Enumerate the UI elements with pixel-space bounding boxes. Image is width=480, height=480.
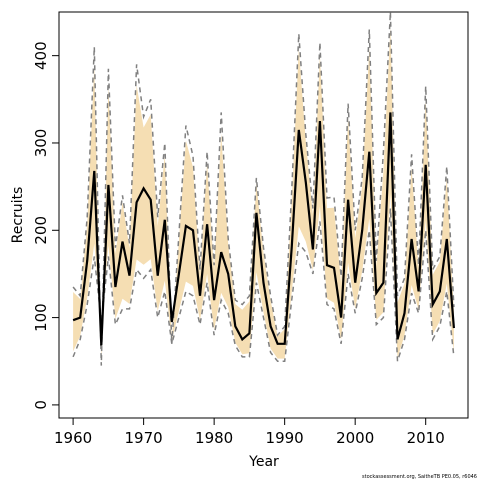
x-tick-label-2010: 2010 — [407, 429, 445, 447]
y-tick-label-0: 0 — [32, 400, 50, 410]
x-tick-label-1960: 1960 — [54, 429, 92, 447]
x-tick-label-1980: 1980 — [195, 429, 233, 447]
x-axis: 1960 1970 1980 1990 2000 2010 — [54, 418, 445, 447]
median-recruits-line — [72, 112, 455, 346]
y-tick-label-300: 300 — [32, 129, 50, 158]
upper-bound-line — [72, 11, 455, 366]
x-tick-label-2000: 2000 — [336, 429, 374, 447]
lower-bound-line — [72, 208, 455, 362]
y-tick-label-200: 200 — [32, 216, 50, 245]
x-axis-label: Year — [248, 454, 279, 470]
y-tick-label-400: 400 — [32, 41, 50, 70]
y-axis: 0 100 200 300 400 — [32, 41, 59, 410]
x-tick-label-1970: 1970 — [125, 429, 163, 447]
plot-frame — [58, 11, 469, 419]
x-tick-label-1990: 1990 — [266, 429, 304, 447]
y-tick-label-100: 100 — [32, 303, 50, 332]
footnote: stockassessment.org, SaitheTB PE0.05, r6… — [362, 474, 477, 480]
y-axis-label: Recruits — [10, 187, 26, 244]
